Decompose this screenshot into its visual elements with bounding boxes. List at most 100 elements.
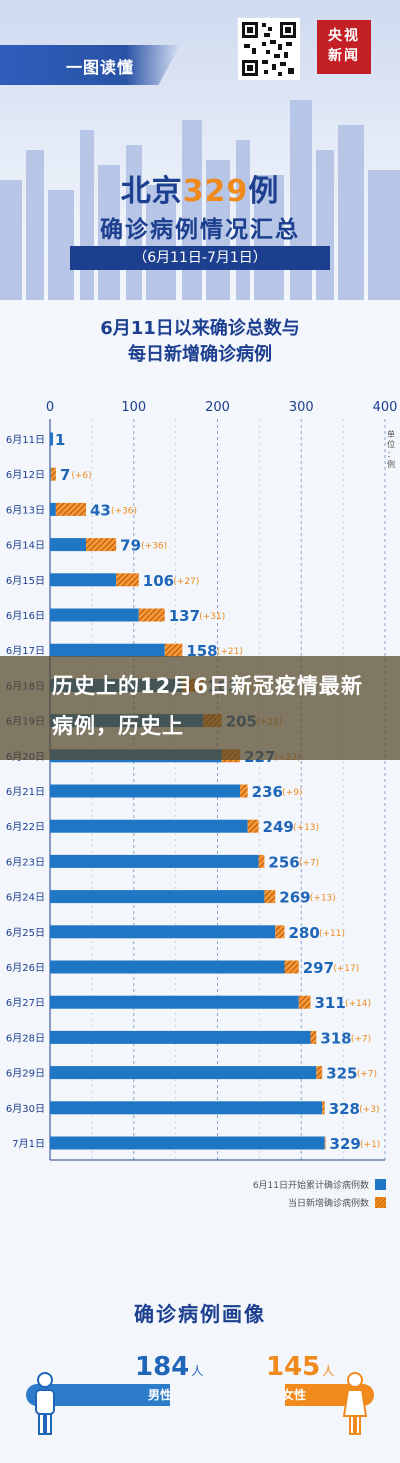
male-segment xyxy=(26,1384,171,1406)
total-data-label: 158 xyxy=(186,642,217,660)
bar-daily-increment xyxy=(86,538,117,552)
increment-data-label: (+13) xyxy=(310,894,336,904)
category-label: 6月17日 xyxy=(6,645,45,657)
bar-cumulative xyxy=(50,925,276,939)
chart-title-line-2: 每日新增确诊病例 xyxy=(128,344,272,365)
bar-daily-increment xyxy=(240,784,248,798)
gender-ratio-bar xyxy=(26,1384,374,1406)
x-tick-label: 300 xyxy=(289,400,314,415)
chart-title-line-1: 6月11日以来确诊总数与 xyxy=(100,318,300,339)
total-data-label: 280 xyxy=(289,924,320,942)
increment-data-label: (+13) xyxy=(293,823,319,833)
bar-cumulative xyxy=(50,1030,311,1044)
bar-cumulative xyxy=(50,1101,323,1115)
x-tick-label: 200 xyxy=(205,400,230,415)
total-data-label: 249 xyxy=(263,818,294,836)
legend-swatch-blue xyxy=(375,1179,386,1190)
bar-daily-increment xyxy=(310,1030,317,1044)
increment-data-label: (+3) xyxy=(359,1105,379,1115)
female-count: 145 人 xyxy=(266,1352,335,1382)
increment-data-label: (+6) xyxy=(71,471,91,481)
bar-daily-increment xyxy=(324,1136,326,1150)
total-data-label: 328 xyxy=(329,1100,360,1118)
total-data-label: 297 xyxy=(303,959,334,977)
headline-overlay xyxy=(0,656,400,760)
total-data-label: 318 xyxy=(320,1029,351,1047)
total-data-label: 43 xyxy=(90,501,111,519)
ribbon-banner xyxy=(0,45,180,85)
bar-daily-increment xyxy=(116,573,139,587)
total-data-label: 329 xyxy=(330,1135,361,1153)
date-range-badge: （6月11日-7月1日） xyxy=(70,246,330,270)
category-label: 6月30日 xyxy=(6,1103,45,1115)
bar-daily-increment xyxy=(298,995,311,1009)
bar-daily-increment xyxy=(316,1066,323,1080)
male-count: 184 人 xyxy=(135,1352,204,1382)
bar-cumulative xyxy=(50,1066,317,1080)
increment-data-label: (+36) xyxy=(141,542,167,552)
category-label: 6月16日 xyxy=(6,610,45,622)
cctv-news-logo: 央视 新闻 xyxy=(317,20,371,74)
bar-daily-increment xyxy=(322,1101,325,1115)
total-data-label: 325 xyxy=(326,1065,357,1083)
category-label: 6月26日 xyxy=(6,962,45,974)
total-data-label: 79 xyxy=(120,537,141,555)
total-data-label: 311 xyxy=(314,994,345,1012)
total-data-label: 256 xyxy=(268,853,299,871)
x-tick-label: 0 xyxy=(46,400,54,415)
bar-cumulative xyxy=(50,784,241,798)
profile-title: 确诊病例画像 xyxy=(134,1302,266,1326)
headline-text: 历史上的12月6日新冠疫情最新病例，历史上 xyxy=(52,674,363,738)
bar-cumulative xyxy=(50,854,259,868)
increment-data-label: (+36) xyxy=(111,506,137,516)
category-label: 7月1日 xyxy=(12,1138,45,1150)
bar-daily-increment xyxy=(55,502,87,516)
bar-cumulative xyxy=(50,573,117,587)
total-data-label: 1 xyxy=(55,431,65,449)
increment-data-label: (+21) xyxy=(217,647,243,657)
ribbon-label: 一图读懂 xyxy=(66,58,135,77)
category-label: 6月29日 xyxy=(6,1068,45,1080)
female-person-icon xyxy=(342,1372,368,1435)
legend-swatch-orange xyxy=(375,1197,386,1208)
bar-daily-increment xyxy=(284,960,299,974)
category-label: 6月21日 xyxy=(6,786,45,798)
category-label: 6月15日 xyxy=(6,575,45,587)
category-label: 6月14日 xyxy=(6,540,45,552)
increment-data-label: (+31) xyxy=(199,612,225,622)
increment-data-label: (+7) xyxy=(357,1070,377,1080)
bar-cumulative xyxy=(50,890,265,904)
bar-cumulative xyxy=(50,467,51,481)
increment-data-label: (+7) xyxy=(299,858,319,868)
bar-cumulative xyxy=(50,432,53,446)
category-label: 6月28日 xyxy=(6,1032,45,1044)
bar-cumulative xyxy=(50,608,139,622)
increment-data-label: (+7) xyxy=(351,1034,371,1044)
increment-data-label: (+9) xyxy=(282,788,302,798)
male-label: 男性 xyxy=(148,1388,173,1402)
bar-daily-increment xyxy=(164,643,183,657)
category-label: 6月23日 xyxy=(6,856,45,868)
bar-cumulative xyxy=(50,538,87,552)
bar-cumulative xyxy=(50,819,248,833)
category-label: 6月25日 xyxy=(6,927,45,939)
legend-item-daily: 当日新增确诊病例数 xyxy=(288,1196,386,1209)
increment-data-label: (+1) xyxy=(360,1140,380,1150)
bar-cumulative xyxy=(50,995,299,1009)
male-person-icon xyxy=(35,1372,55,1435)
total-data-label: 236 xyxy=(252,783,283,801)
bar-daily-increment xyxy=(258,854,265,868)
unit-label-char: ： xyxy=(387,450,395,459)
increment-data-label: (+14) xyxy=(345,999,371,1009)
category-label: 6月13日 xyxy=(6,504,45,516)
bar-daily-increment xyxy=(50,467,56,481)
bar-cumulative xyxy=(50,643,165,657)
total-data-label: 7 xyxy=(60,466,70,484)
bar-daily-increment xyxy=(264,890,276,904)
increment-data-label: (+11) xyxy=(319,929,345,939)
cases-bar-chart: 0 100 200 300 400 单位：例 6月11日 1 6月12日 7 (+6) 6月13日 43… xyxy=(6,400,397,1161)
bar-daily-increment xyxy=(247,819,259,833)
chart-legend: 6月11日开始累计确诊病例数 当日新增确诊病例数 xyxy=(0,1178,400,1228)
total-data-label: 106 xyxy=(143,572,174,590)
increment-data-label: (+17) xyxy=(333,964,359,974)
